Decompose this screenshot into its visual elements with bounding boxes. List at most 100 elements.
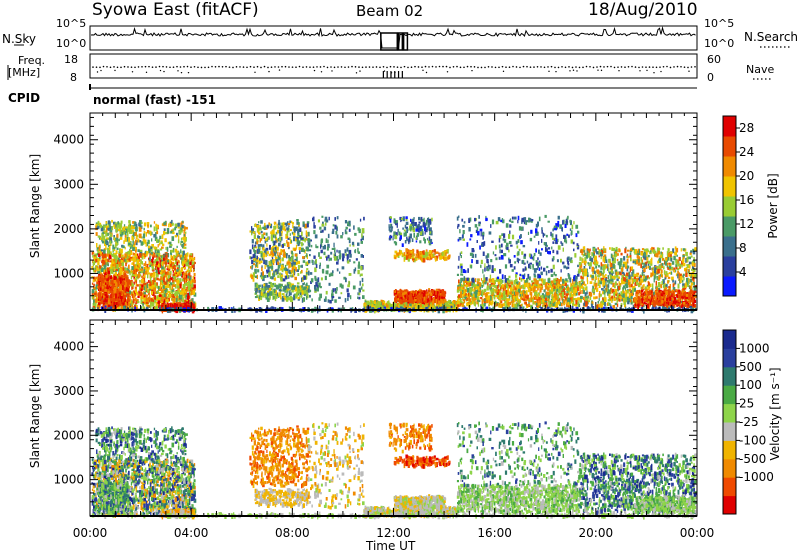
power-cell: [132, 226, 135, 229]
power-cell: [151, 274, 153, 278]
power-cell: [180, 240, 184, 243]
power-cell: [123, 270, 125, 275]
power-cell: [346, 254, 349, 259]
power-cell: [175, 260, 178, 265]
power-cell: [260, 276, 263, 280]
power-cell: [152, 299, 156, 303]
power-cell: [134, 297, 137, 302]
power-cell: [302, 260, 306, 263]
power-cell: [93, 257, 96, 261]
freq-point: [540, 66, 542, 68]
freq-point: [417, 66, 420, 68]
power-cell: [260, 253, 263, 257]
power-cell: [115, 284, 118, 289]
power-cell: [286, 236, 289, 239]
power-cell: [163, 290, 167, 294]
power-cell: [183, 259, 186, 264]
power-cell: [143, 291, 146, 295]
power-cell: [170, 262, 173, 267]
power-cell: [117, 261, 120, 267]
power-cell: [187, 283, 191, 287]
power-cell: [116, 225, 118, 230]
power-cell: [176, 232, 178, 237]
power-cell: [149, 299, 151, 303]
freq-point: [690, 66, 693, 68]
power-cell: [409, 303, 412, 306]
power-cell: [135, 288, 137, 294]
power-cell: [366, 300, 369, 305]
power-cell: [441, 292, 444, 297]
power-cell: [171, 267, 173, 271]
power-cell: [180, 274, 182, 277]
freq-point: [365, 66, 367, 68]
power-cell: [133, 294, 136, 298]
power-cell: [139, 249, 143, 252]
power-cell: [106, 271, 109, 277]
freq-point: [134, 66, 136, 69]
power-cell: [358, 287, 361, 292]
nave-tick-bottom: 0: [707, 71, 714, 84]
power-cell: [422, 257, 425, 263]
power-cell: [419, 256, 422, 260]
power-cell: [171, 236, 175, 241]
power-cell: [143, 300, 147, 305]
freq-point: [354, 66, 357, 68]
power-cell: [172, 270, 174, 273]
power-cell: [94, 253, 97, 258]
power-cell: [178, 293, 181, 299]
power-cell: [325, 270, 328, 275]
power-cell: [105, 221, 108, 224]
power-cell: [155, 302, 159, 307]
power-cell: [127, 227, 130, 232]
power-cell: [164, 231, 166, 235]
power-cell: [438, 252, 440, 257]
power-cell: [253, 257, 256, 261]
power-cell: [189, 292, 191, 296]
power-cell: [115, 223, 117, 228]
power-cell: [193, 261, 196, 264]
power-cell: [123, 228, 125, 234]
power-cell: [300, 242, 303, 247]
power-cell: [398, 292, 400, 296]
power-cell: [146, 263, 149, 268]
power-cell: [260, 230, 263, 234]
power-cell: [135, 226, 138, 232]
power-cell: [99, 249, 102, 254]
power-cell: [342, 257, 345, 262]
power-cell: [287, 297, 291, 301]
power-cell: [142, 233, 146, 239]
power-cell: [172, 273, 176, 277]
power-cell: [166, 268, 169, 271]
power-cell: [156, 230, 159, 235]
power-cell: [113, 280, 117, 284]
power-cell: [342, 253, 345, 259]
power-cell: [404, 224, 407, 229]
power-cell: [123, 256, 125, 260]
power-cell: [111, 262, 113, 266]
power-cell: [446, 304, 449, 307]
power-cell: [163, 272, 165, 275]
power-cell: [175, 298, 178, 303]
power-cell: [129, 223, 131, 227]
power-cell: [177, 222, 180, 227]
power-cell: [182, 220, 184, 223]
power-cell: [98, 278, 101, 282]
power-cell: [339, 283, 343, 288]
power-cell: [421, 292, 423, 295]
power-cell: [362, 289, 365, 292]
power-cell: [127, 293, 130, 296]
power-cell: [139, 221, 142, 225]
power-cell: [347, 284, 350, 288]
freq-point: [456, 65, 458, 68]
power-cell: [289, 290, 291, 293]
power-cell: [181, 244, 184, 249]
power-cell: [93, 256, 97, 259]
power-cell: [135, 246, 137, 251]
power-cell: [185, 271, 188, 275]
power-cell: [186, 288, 189, 292]
power-cell: [277, 222, 281, 226]
power-cell: [158, 238, 161, 243]
power-cell: [158, 258, 161, 261]
power-cell: [163, 254, 165, 258]
power-cell: [180, 237, 183, 241]
